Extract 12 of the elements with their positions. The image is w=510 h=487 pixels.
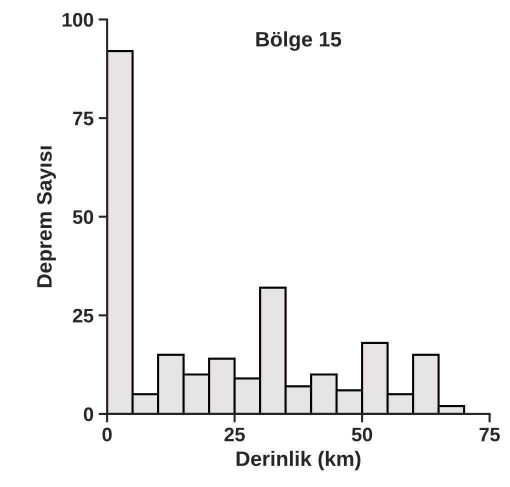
x-tick-label: 0 [102,428,112,442]
text: Bölge 15 [256,31,342,51]
y-tick-label: 25 [72,308,94,323]
x-tick-label: 75 [480,428,500,442]
y-tick-label: 100 [62,12,94,27]
x-axis-title: Derinlik (km) [236,450,360,470]
x-tick-label: 50 [352,428,372,442]
y-tick-label: 50 [72,210,94,224]
y-axis-title: Deprem Sayısı [37,146,56,288]
y-tick-label: 75 [73,112,94,126]
y-tick-label: 0 [84,407,94,422]
x-tick-label: 25 [224,428,245,442]
